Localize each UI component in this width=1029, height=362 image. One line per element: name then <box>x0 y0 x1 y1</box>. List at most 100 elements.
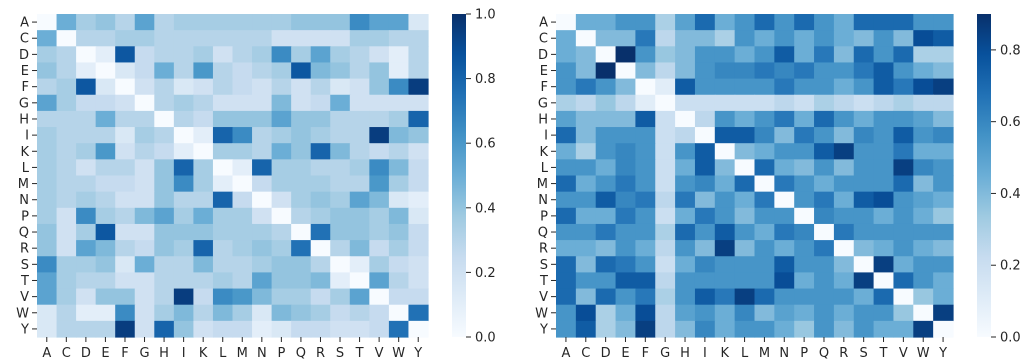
x-tick-label: H <box>680 346 690 361</box>
heatmap-cell-M-V <box>369 175 390 193</box>
heatmap-cell-N-P <box>794 191 815 209</box>
heatmap-cell-T-C <box>56 272 77 290</box>
heatmap-cell-A-N <box>252 14 273 31</box>
heatmap-cell-D-Q <box>814 46 835 64</box>
y-tick-label: C <box>539 32 548 47</box>
heatmap-cell-C-E <box>615 30 636 47</box>
heatmap-cell-C-V <box>893 30 914 47</box>
heatmap-cell-Y-V <box>893 320 914 338</box>
heatmap-cell-P-P <box>794 207 815 225</box>
heatmap-cell-H-L <box>212 110 234 128</box>
heatmap-cell-N-F <box>635 191 656 209</box>
heatmap-cell-Q-K <box>193 223 214 241</box>
heatmap-cell-G-H <box>675 94 696 112</box>
y-tick-label: V <box>539 290 548 305</box>
heatmap-cell-L-N <box>252 159 273 177</box>
heatmap-cell-W-W <box>913 304 934 322</box>
heatmap-cell-M-S <box>330 175 351 193</box>
heatmap-cell-V-T <box>873 288 895 306</box>
heatmap-cell-A-W <box>913 14 934 31</box>
heatmap-cell-P-H <box>675 207 696 225</box>
heatmap-cell-N-N <box>774 191 795 209</box>
heatmap-cell-M-D <box>595 175 617 193</box>
heatmap-cell-Y-T <box>873 320 895 338</box>
heatmap-cell-L-A <box>556 159 577 177</box>
heatmap-cell-G-R <box>833 94 855 112</box>
heatmap-cell-M-V <box>893 175 914 193</box>
heatmap-cell-N-A <box>37 191 58 209</box>
heatmap-cell-V-K <box>714 288 736 306</box>
heatmap-cell-T-M <box>232 272 253 290</box>
x-tick-label: H <box>159 346 169 361</box>
heatmap-cell-V-Y <box>408 288 429 306</box>
heatmap-cell-A-G <box>655 14 676 31</box>
heatmap-cell-D-P <box>794 46 815 64</box>
heatmap-cell-T-S <box>330 272 351 290</box>
heatmap-cell-W-M <box>754 304 775 322</box>
heatmap-cell-R-L <box>212 240 234 257</box>
heatmap-cell-F-Y <box>933 78 954 96</box>
heatmap-cell-Y-K <box>193 320 214 338</box>
heatmap-cell-I-E <box>615 127 636 144</box>
heatmap-cell-G-D <box>595 94 617 112</box>
y-tick-label: S <box>21 258 29 273</box>
heatmap-cell-E-Q <box>814 62 835 80</box>
heatmap-cell-M-L <box>212 175 234 193</box>
heatmap-cell-N-Q <box>814 191 835 209</box>
heatmap-cell-L-W <box>388 159 410 177</box>
heatmap-cell-Q-I <box>694 223 716 241</box>
heatmap-cell-A-P <box>794 14 815 31</box>
heatmap-cell-N-K <box>714 191 736 209</box>
heatmap-cell-V-H <box>675 288 696 306</box>
heatmap-cell-K-C <box>56 143 77 160</box>
heatmap-cell-N-D <box>595 191 617 209</box>
heatmap-cell-S-T <box>873 256 895 273</box>
heatmap-cell-Q-D <box>76 223 97 241</box>
heatmap-cell-R-V <box>369 240 390 257</box>
heatmap-cell-A-A <box>556 14 577 31</box>
heatmap-cell-F-C <box>575 78 597 96</box>
heatmap-cell-R-T <box>873 240 895 257</box>
heatmap-cell-Y-W <box>388 320 410 338</box>
heatmap-cell-A-S <box>330 14 351 31</box>
x-tick-label: T <box>879 346 888 361</box>
heatmap-cell-C-N <box>774 30 795 47</box>
heatmap-cell-P-E <box>615 207 636 225</box>
heatmap-cell-T-I <box>173 272 194 290</box>
heatmap-cell-W-L <box>734 304 756 322</box>
colorbar-tick-label: 0.6 <box>1000 115 1021 130</box>
heatmap-cell-W-G <box>134 304 155 322</box>
heatmap-cell-Q-G <box>655 223 676 241</box>
heatmap-cell-F-M <box>232 78 253 96</box>
heatmap-cell-H-W <box>913 110 934 128</box>
heatmap-cell-G-T <box>873 94 895 112</box>
heatmap-cell-D-V <box>369 46 390 64</box>
heatmap-cell-T-T <box>349 272 370 290</box>
heatmap-cell-D-P <box>271 46 292 64</box>
heatmap-cell-T-W <box>913 272 934 290</box>
heatmap-cell-L-N <box>774 159 795 177</box>
heatmap-cell-G-N <box>252 94 273 112</box>
heatmap-cell-P-M <box>232 207 253 225</box>
y-tick-label: R <box>539 242 548 257</box>
heatmap-cell-L-K <box>193 159 214 177</box>
heatmap-cell-C-I <box>694 30 716 47</box>
heatmap-cell-I-R <box>833 127 855 144</box>
heatmap-cell-S-T <box>349 256 370 273</box>
heatmap-cell-P-I <box>694 207 716 225</box>
heatmap-cell-N-C <box>56 191 77 209</box>
heatmap-cell-H-F <box>635 110 656 128</box>
heatmap-cell-M-A <box>37 175 58 193</box>
heatmap-cell-G-D <box>76 94 97 112</box>
heatmap-cell-G-L <box>212 94 234 112</box>
heatmap-cell-S-K <box>714 256 736 273</box>
heatmap-cell-V-P <box>271 288 292 306</box>
heatmap-cell-F-G <box>655 78 676 96</box>
heatmap-cell-F-I <box>694 78 716 96</box>
x-tick-label: A <box>42 346 51 361</box>
heatmap-cell-S-R <box>833 256 855 273</box>
heatmap-cell-E-M <box>754 62 775 80</box>
heatmap-cell-R-Q <box>291 240 312 257</box>
heatmap-cell-H-H <box>675 110 696 128</box>
heatmap-cell-M-P <box>271 175 292 193</box>
